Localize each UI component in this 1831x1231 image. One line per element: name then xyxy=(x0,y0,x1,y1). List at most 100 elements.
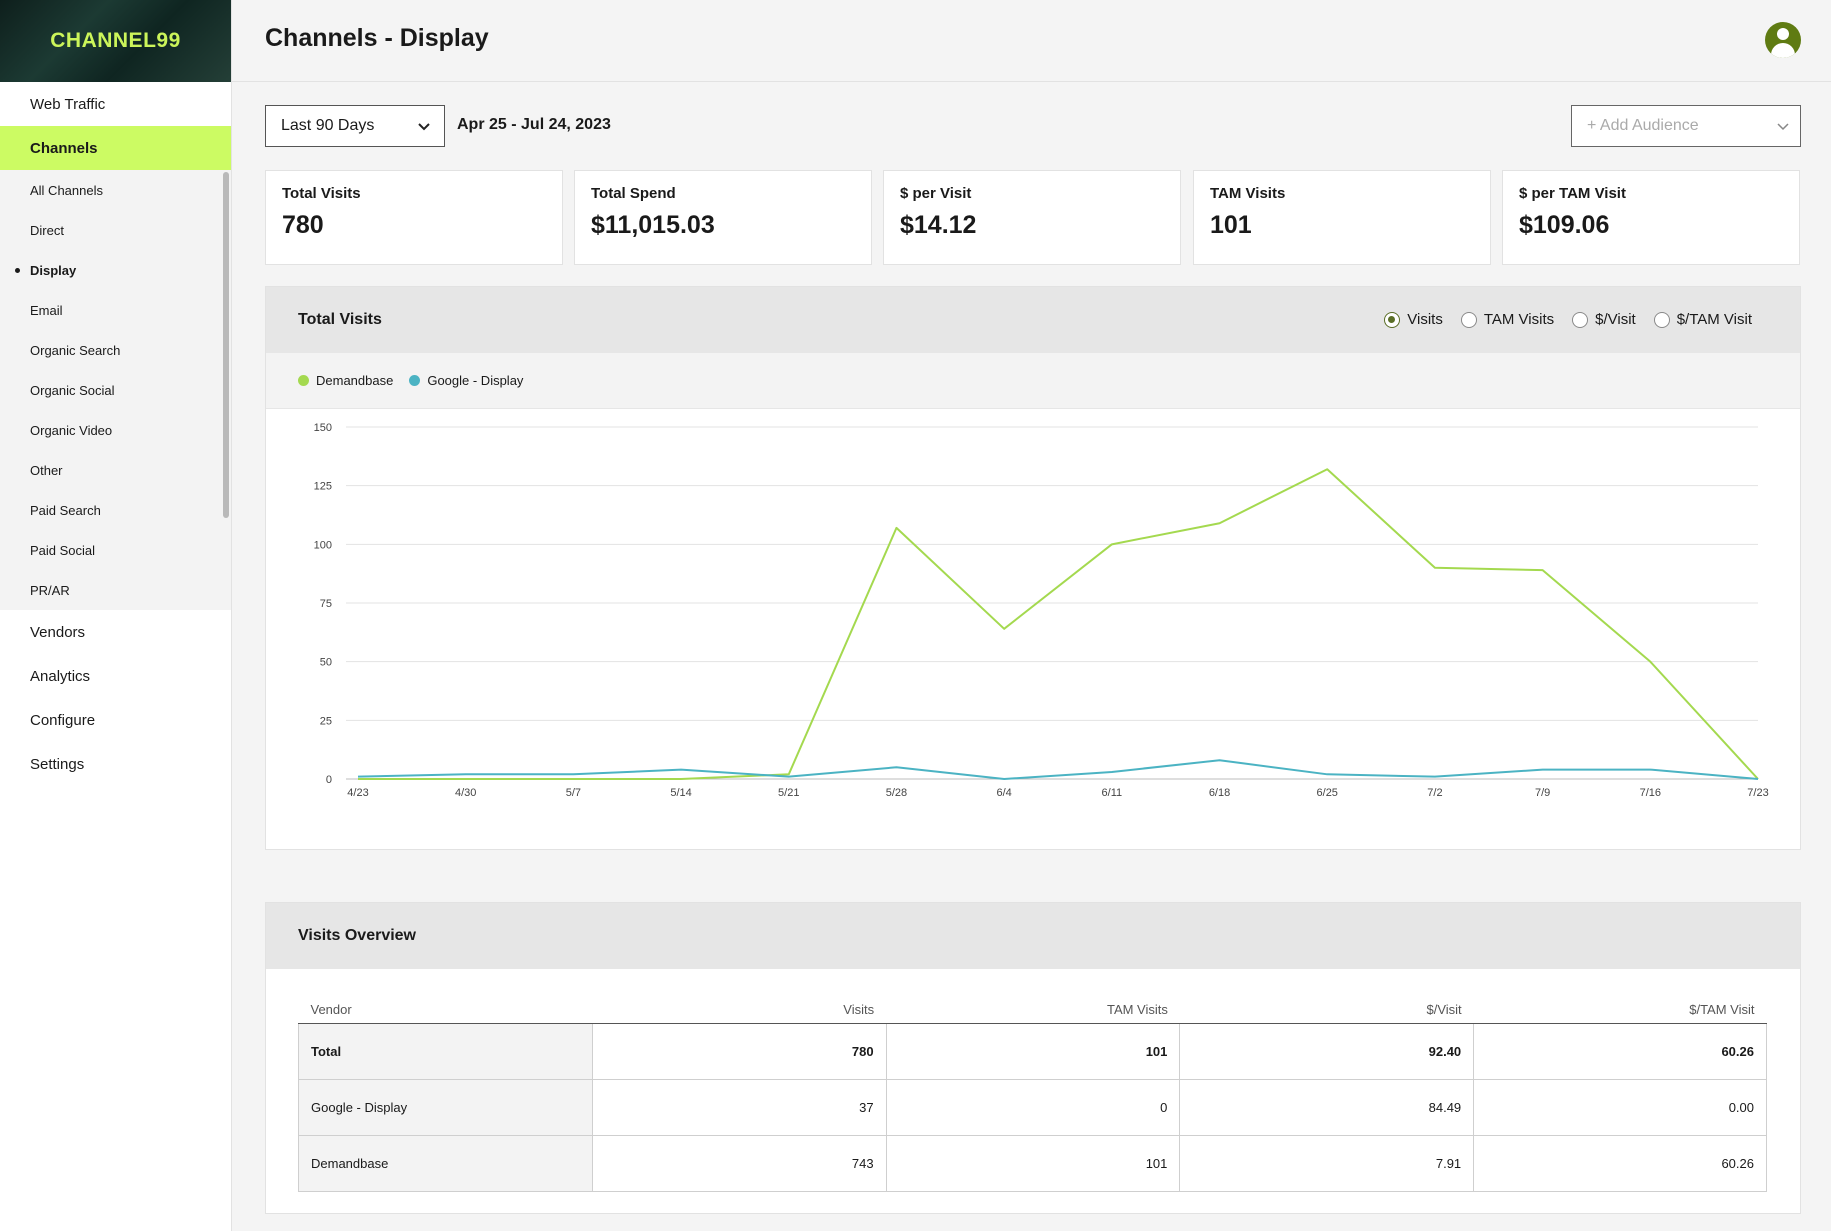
sidebar-item-settings[interactable]: Settings xyxy=(30,755,85,773)
chevron-down-icon xyxy=(1777,123,1789,131)
y-tick-label: 25 xyxy=(320,715,332,727)
chart-legend: Demandbase Google - Display xyxy=(266,353,1800,409)
x-tick-label: 6/4 xyxy=(997,787,1012,799)
sidebar-subitem-organic-search[interactable]: Organic Search xyxy=(30,342,121,358)
sidebar-subitem-email[interactable]: Email xyxy=(30,302,63,318)
x-tick-label: 5/14 xyxy=(670,787,691,799)
y-tick-label: 0 xyxy=(326,774,332,786)
table-cell: 743 xyxy=(591,1134,887,1192)
user-icon xyxy=(1777,28,1789,40)
sidebar-subitem-direct[interactable]: Direct xyxy=(30,222,64,238)
date-range-label: Apr 25 - Jul 24, 2023 xyxy=(457,116,611,133)
sidebar-subitem-other[interactable]: Other xyxy=(30,462,63,478)
x-tick-label: 7/23 xyxy=(1747,787,1768,799)
radio-tam-visits[interactable]: TAM Visits xyxy=(1460,311,1554,328)
metric-radio-group: Visits TAM Visits $/Visit $/TAM Visit xyxy=(1384,311,1752,328)
sidebar-item-channels[interactable]: Channels xyxy=(0,126,231,170)
kpi-value: $109.06 xyxy=(1519,211,1610,239)
x-tick-label: 6/11 xyxy=(1102,787,1123,799)
column-header-per-visit[interactable]: $/Visit xyxy=(1179,997,1474,1024)
visits-overview-panel: Visits Overview Vendor Visits TAM Visits… xyxy=(265,902,1801,1214)
kpi-card-total-visits: Total Visits 780 xyxy=(265,170,563,265)
sidebar-subitem-pr-ar[interactable]: PR/AR xyxy=(30,582,70,598)
table-cell: 101 xyxy=(885,1134,1181,1192)
kpi-label: TAM Visits xyxy=(1210,185,1286,202)
y-tick-label: 50 xyxy=(320,657,332,669)
channel99-logo[interactable]: CHANNEL99 xyxy=(0,0,231,82)
x-tick-label: 5/28 xyxy=(886,787,907,799)
table-cell: 60.26 xyxy=(1473,1022,1767,1080)
date-range-select[interactable]: Last 90 Days xyxy=(265,105,445,147)
visits-overview-table: Vendor Visits TAM Visits $/Visit $/TAM V… xyxy=(298,997,1767,1192)
table-cell: Google - Display xyxy=(298,1078,593,1136)
legend-item-google-display[interactable]: Google - Display xyxy=(409,373,523,388)
kpi-value: 101 xyxy=(1210,211,1252,239)
kpi-value: $14.12 xyxy=(900,211,977,239)
y-tick-label: 150 xyxy=(314,422,332,434)
x-tick-label: 7/16 xyxy=(1640,787,1661,799)
sidebar-subitem-organic-video[interactable]: Organic Video xyxy=(30,422,113,438)
radio-visits[interactable]: Visits xyxy=(1384,311,1443,328)
table-cell: 7.91 xyxy=(1179,1134,1475,1192)
kpi-card-tam-visits: TAM Visits 101 xyxy=(1193,170,1491,265)
radio-per-tam-visit[interactable]: $/TAM Visit xyxy=(1653,311,1752,328)
sidebar-subitem-all-channels[interactable]: All Channels xyxy=(30,182,103,198)
sidebar-subitem-paid-search[interactable]: Paid Search xyxy=(30,502,101,518)
kpi-value: 780 xyxy=(282,211,324,239)
legend-item-demandbase[interactable]: Demandbase xyxy=(298,373,393,388)
kpi-label: Total Visits xyxy=(282,185,361,202)
kpi-label: $ per Visit xyxy=(900,185,972,202)
kpi-value: $11,015.03 xyxy=(591,211,715,239)
column-header-per-tam-visit[interactable]: $/TAM Visit xyxy=(1473,997,1767,1024)
chart-title: Total Visits xyxy=(298,311,382,328)
table-cell: Total xyxy=(298,1022,593,1080)
series-line xyxy=(357,759,1759,780)
kpi-card-per-visit: $ per Visit $14.12 xyxy=(883,170,1181,265)
series-line xyxy=(358,468,1759,780)
column-header-visits[interactable]: Visits xyxy=(592,997,887,1024)
total-visits-chart-panel: Total Visits Visits TAM Visits $/Visit $… xyxy=(265,286,1801,850)
table-cell: 37 xyxy=(591,1078,887,1136)
sidebar-subitem-paid-social[interactable]: Paid Social xyxy=(30,542,96,558)
x-tick-label: 5/21 xyxy=(778,787,799,799)
x-tick-label: 5/7 xyxy=(566,787,581,799)
page-title: Channels - Display xyxy=(265,24,489,52)
kpi-label: $ per TAM Visit xyxy=(1519,185,1626,202)
y-tick-label: 75 xyxy=(320,598,332,610)
sidebar-item-configure[interactable]: Configure xyxy=(30,711,96,729)
avatar[interactable] xyxy=(1765,22,1801,58)
table-cell: 101 xyxy=(885,1022,1181,1080)
table-cell: 0 xyxy=(885,1078,1181,1136)
table-cell: Demandbase xyxy=(298,1134,593,1192)
date-range-select-value: Last 90 Days xyxy=(281,117,375,134)
radio-per-visit[interactable]: $/Visit xyxy=(1572,311,1636,328)
sidebar: CHANNEL99 Web Traffic Channels All Chann… xyxy=(0,0,232,1231)
y-tick-label: 125 xyxy=(314,481,332,493)
table-title: Visits Overview xyxy=(298,927,416,944)
column-header-tam-visits[interactable]: TAM Visits xyxy=(886,997,1180,1024)
add-audience-placeholder: + Add Audience xyxy=(1587,117,1699,134)
column-header-vendor[interactable]: Vendor xyxy=(298,997,593,1024)
sidebar-subitem-organic-social[interactable]: Organic Social xyxy=(30,382,115,398)
x-tick-label: 7/9 xyxy=(1535,787,1550,799)
kpi-card-per-tam-visit: $ per TAM Visit $109.06 xyxy=(1502,170,1800,265)
table-cell: 0.00 xyxy=(1473,1078,1767,1136)
kpi-card-total-spend: Total Spend $11,015.03 xyxy=(574,170,872,265)
chart-header: Total Visits Visits TAM Visits $/Visit $… xyxy=(266,287,1800,353)
add-audience-select[interactable]: + Add Audience xyxy=(1571,105,1801,147)
x-tick-label: 7/2 xyxy=(1427,787,1442,799)
table-cell: 780 xyxy=(591,1022,887,1080)
sidebar-item-vendors[interactable]: Vendors xyxy=(30,623,86,641)
table-row: Google - Display 37 0 84.49 0.00 xyxy=(298,1078,1767,1136)
table-row-total: Total 780 101 92.40 60.26 xyxy=(298,1022,1767,1080)
table-cell: 84.49 xyxy=(1179,1078,1475,1136)
sidebar-item-web-traffic[interactable]: Web Traffic xyxy=(30,95,106,113)
submenu-scrollbar[interactable] xyxy=(223,172,229,518)
sidebar-item-analytics[interactable]: Analytics xyxy=(30,667,91,685)
table-header: Visits Overview xyxy=(266,903,1800,969)
sidebar-subitem-display[interactable]: Display xyxy=(0,250,231,290)
kpi-label: Total Spend xyxy=(591,185,676,202)
x-tick-label: 6/18 xyxy=(1209,787,1230,799)
table-cell: 92.40 xyxy=(1179,1022,1475,1080)
channels-submenu: All Channels Direct Display Email Organi… xyxy=(0,170,231,610)
